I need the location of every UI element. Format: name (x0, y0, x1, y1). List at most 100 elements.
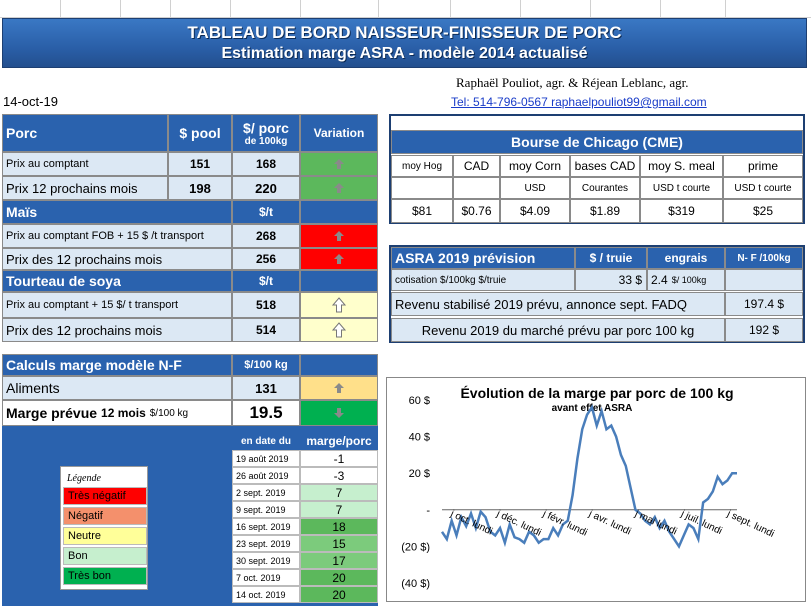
history-marge-header: marge/porc (300, 432, 378, 450)
y-tick-label: (40 $) (401, 578, 430, 590)
porc-future-value: 220 (232, 176, 300, 200)
asra-revenu-marche-value: 192 $ (725, 318, 803, 342)
marge-prevue-label: Marge prévue (6, 405, 98, 421)
mais-future-value: 256 (232, 248, 300, 270)
asra-engrais-value: 2.4 (651, 273, 668, 287)
cme-value-1: $0.76 (453, 199, 500, 223)
cme-title: Bourse de Chicago (CME) (391, 130, 803, 154)
history-date: 30 sept. 2019 (232, 552, 300, 569)
history-date: 14 oct. 2019 (232, 586, 300, 603)
up-arrow-icon (334, 159, 344, 169)
y-tick-label: 60 $ (409, 395, 430, 407)
porc-future-label: Prix 12 prochains mois (2, 176, 168, 200)
y-tick-label: (20 $) (401, 541, 430, 553)
soya-spot-label: Prix au comptant + 15 $/ t transport (2, 292, 232, 318)
marge-prevue-value: 19.5 (232, 400, 300, 426)
history-marge-value: 15 (300, 535, 378, 552)
marge-prevue-unit: $/100 kg (149, 407, 189, 419)
asra-engrais-unit: $/ 100kg (671, 275, 707, 285)
mais-spot-label: Prix au comptant FOB + 15 $ /t transport (2, 224, 232, 248)
soya-spot-variation (300, 292, 378, 318)
up-arrow-icon (334, 231, 344, 241)
mais-future-variation (300, 248, 378, 270)
up-arrow-icon (334, 183, 344, 193)
up-arrow-outline-icon (332, 297, 346, 313)
aliments-label: Aliments (2, 376, 232, 400)
legend-item: Négatif (63, 507, 147, 525)
cme-unit-3: Courantes (570, 177, 640, 199)
down-arrow-icon (334, 408, 344, 418)
history-date: 26 août 2019 (232, 467, 300, 484)
cme-unit-0 (391, 177, 453, 199)
x-tick-label: j mai lundi (632, 508, 678, 537)
cme-value-4: $319 (640, 199, 723, 223)
mais-variation-header (300, 200, 378, 224)
history-date-header: en date du (232, 432, 300, 450)
soya-unit: $/t (232, 270, 300, 292)
mais-future-label: Prix des 12 prochains mois (2, 248, 232, 270)
legend-item: Très bon (63, 567, 147, 585)
contact-link[interactable]: Tel: 514-796-0567 raphaelpouliot99@gmail… (451, 95, 707, 109)
calc-unit: $/100 kg (232, 354, 300, 376)
cme-unit-1 (453, 177, 500, 199)
legend-item: Neutre (63, 527, 147, 545)
cme-header-2: moy Corn (500, 155, 570, 177)
calc-variation-header (300, 354, 378, 376)
cme-value-2: $4.09 (500, 199, 570, 223)
marge-prevue-sub: 12 mois (101, 406, 146, 420)
asra-panel (389, 245, 805, 343)
asra-revenu-stabilise-value: 197.4 $ (725, 292, 803, 316)
up-arrow-outline-icon (332, 322, 346, 338)
cme-unit-5: USD t courte (723, 177, 803, 199)
soya-spot-value: 518 (232, 292, 300, 318)
history-marge-value: 17 (300, 552, 378, 569)
cme-value-0: $81 (391, 199, 453, 223)
history-date: 7 oct. 2019 (232, 569, 300, 586)
up-arrow-icon (334, 254, 344, 264)
porc-spot-label: Prix au comptant (2, 152, 168, 176)
mais-spot-variation (300, 224, 378, 248)
history-date: 2 sept. 2019 (232, 484, 300, 501)
cme-header-3: bases CAD (570, 155, 640, 177)
banner-subtitle: Estimation marge ASRA - modèle 2014 actu… (221, 45, 588, 62)
dashboard-banner: TABLEAU DE BORD NAISSEUR-FINISSEUR DE PO… (2, 18, 807, 68)
y-tick-label: - (426, 505, 430, 517)
porc-future-variation (300, 176, 378, 200)
cme-value-3: $1.89 (570, 199, 640, 223)
asra-engrais-header: engrais (647, 247, 725, 269)
per-porc-label: $/ porc (243, 119, 289, 136)
legend-panel: Légende Très négatif Négatif Neutre Bon Très… (60, 466, 148, 590)
porc-future-pool: 198 (168, 176, 232, 200)
asra-cotisation-value: 33 $ (575, 269, 647, 291)
porc-spot-pool: 151 (168, 152, 232, 176)
report-date: 14-oct-19 (3, 94, 58, 109)
banner-title: TABLEAU DE BORD NAISSEUR-FINISSEUR DE PO… (187, 23, 622, 42)
margin-chart: Évolution de la marge par porc de 100 kg… (386, 377, 806, 602)
asra-cotisation-label: cotisation $/100kg $/truie (391, 269, 575, 291)
legend-item: Très négatif (63, 487, 147, 505)
cme-unit-2: USD (500, 177, 570, 199)
marge-prevue-cell: Marge prévue 12 mois $/100 kg (2, 400, 232, 426)
margin-chart-svg: Évolution de la marge par porc de 100 kg… (401, 385, 776, 590)
cme-header-4: moy S. meal (640, 155, 723, 177)
history-marge-value: -1 (300, 450, 378, 467)
asra-title: ASRA 2019 prévision (391, 247, 575, 269)
cme-value-5: $25 (723, 199, 803, 223)
up-arrow-icon (334, 383, 344, 393)
mais-spot-value: 268 (232, 224, 300, 248)
aliments-value: 131 (232, 376, 300, 400)
asra-truie-header: $ / truie (575, 247, 647, 269)
asra-revenu-stabilise-label: Revenu stabilisé 2019 prévu, annonce sep… (391, 292, 725, 316)
soya-future-label: Prix des 12 prochains mois (2, 318, 232, 342)
porc-header: Porc (2, 114, 168, 152)
cme-header-5: prime (723, 155, 803, 177)
margin-series-line (440, 404, 737, 550)
asra-revenu-marche-label: Revenu 2019 du marché prévu par porc 100… (391, 318, 725, 342)
x-tick-label: j sept. lundi (724, 508, 775, 540)
cme-header-1: CAD (453, 155, 500, 177)
history-marge-value: 20 (300, 569, 378, 586)
asra-engrais-cell: 2.4 $/ 100kg (647, 269, 725, 291)
pool-header: $ pool (168, 114, 232, 152)
soya-future-variation (300, 318, 378, 342)
asra-nf-value (725, 269, 803, 291)
